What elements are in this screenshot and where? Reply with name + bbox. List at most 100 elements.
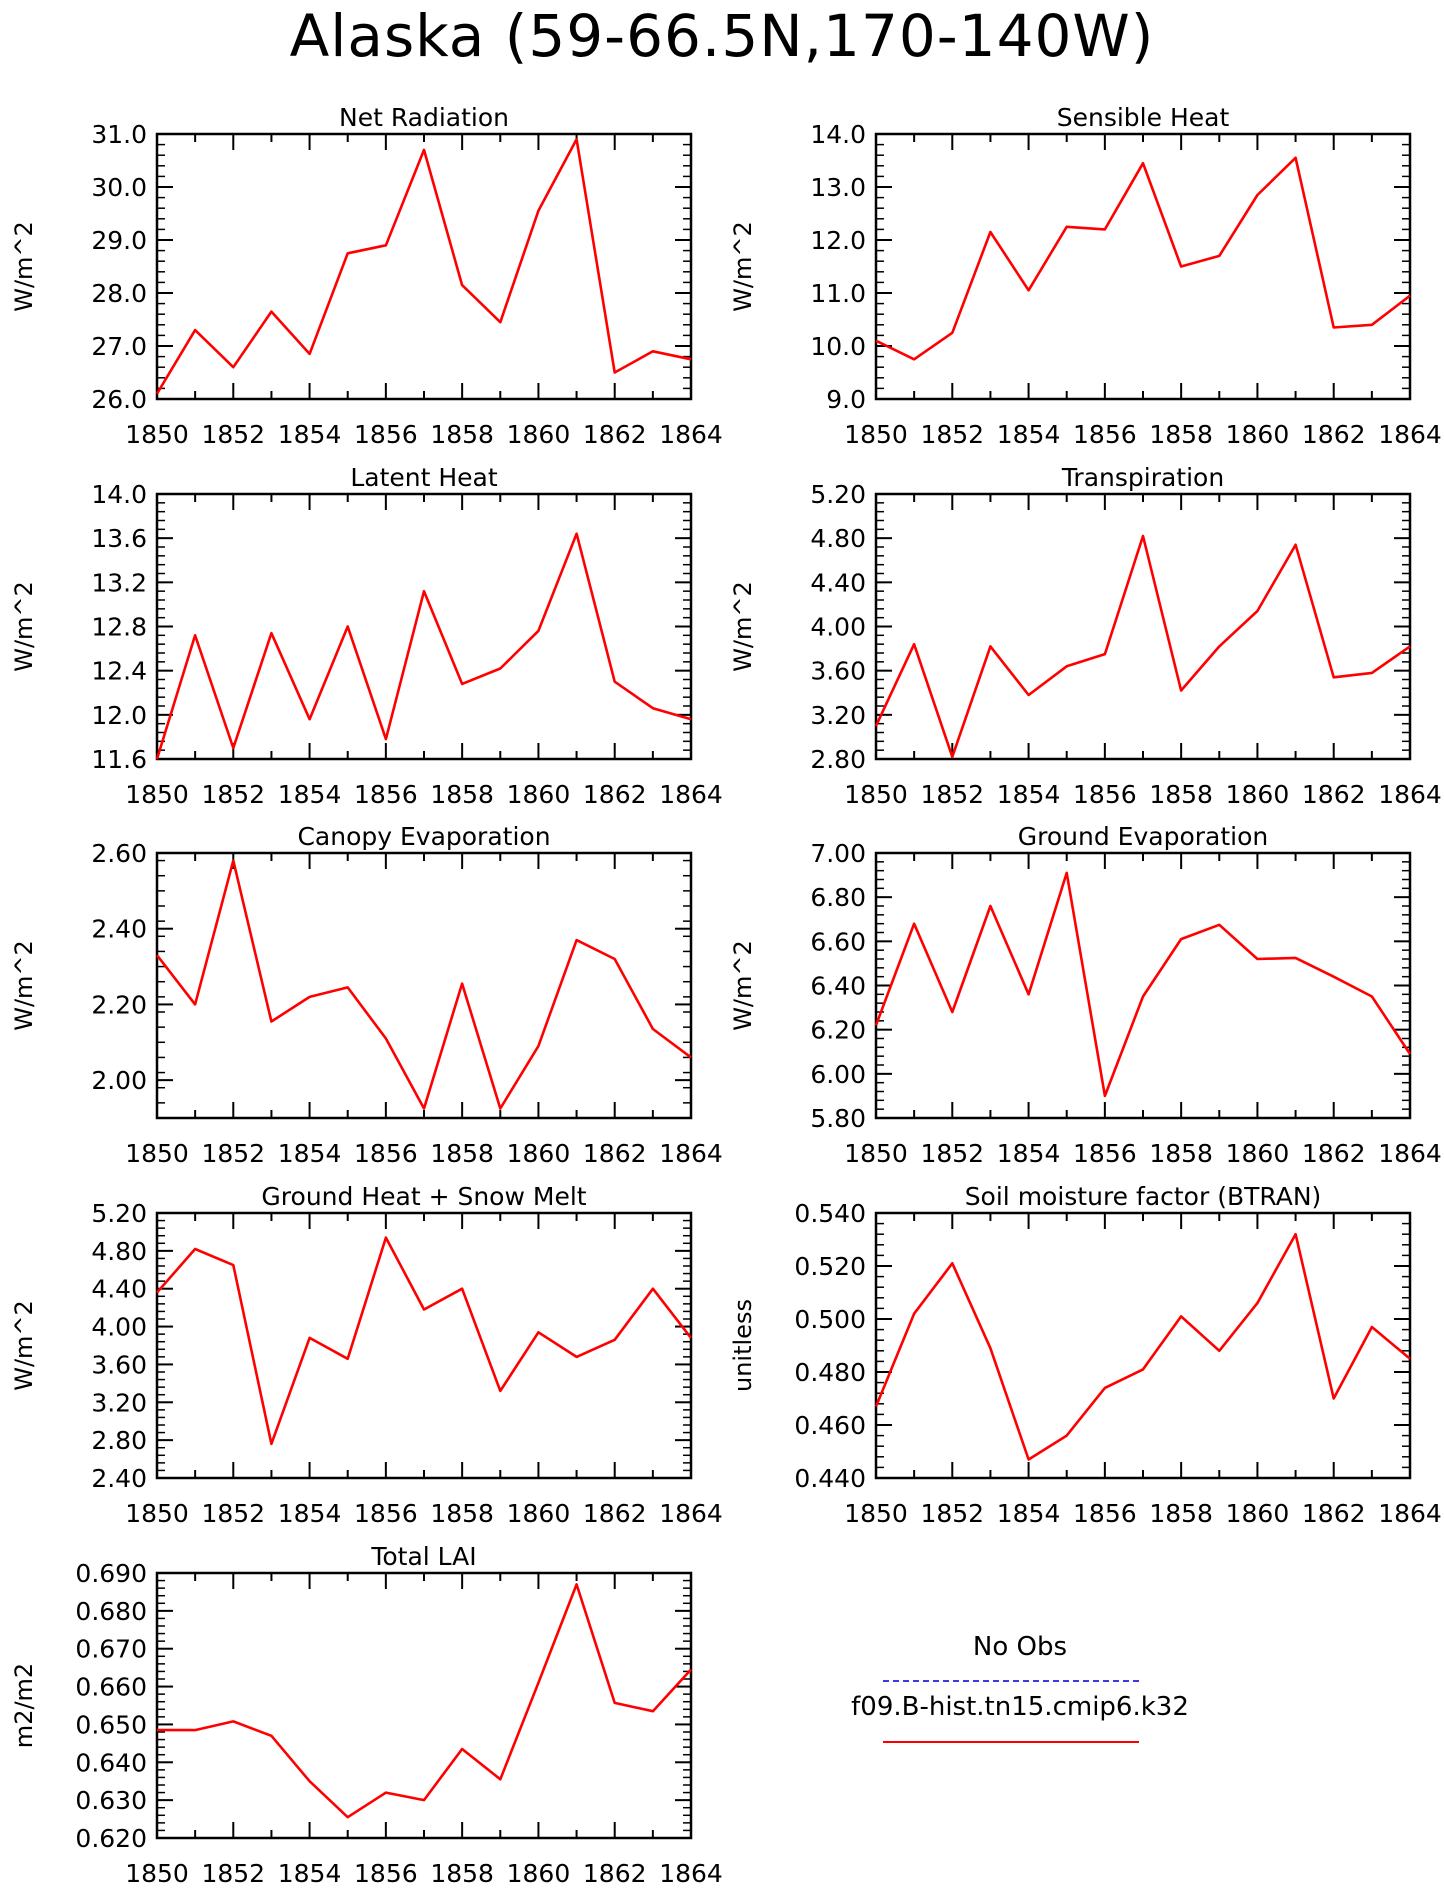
- y-tick-label: 29.0: [91, 226, 147, 255]
- x-tick-label: 1856: [354, 1859, 418, 1888]
- y-tick-label: 11.6: [91, 745, 147, 774]
- chart-panel: Canopy Evaporation W/m^2 1850 1852 1854 1856 1…: [10, 822, 723, 1168]
- x-tick-label: 1860: [507, 1499, 571, 1528]
- x-tick-label: 1858: [430, 1859, 494, 1888]
- x-tick-label: 1864: [1378, 1499, 1442, 1528]
- y-tick-label: 11.0: [810, 279, 866, 308]
- chart-panel: Ground Heat + Snow Melt W/m^2 1850 1852 1854…: [10, 1182, 723, 1528]
- y-axis-label: W/m^2: [10, 581, 38, 672]
- x-tick-label: 1858: [1149, 780, 1213, 809]
- y-tick-label: 13.0: [810, 173, 866, 202]
- y-tick-label: 3.20: [91, 1388, 147, 1417]
- x-tick-label: 1864: [659, 1499, 723, 1528]
- y-tick-label: 28.0: [91, 279, 147, 308]
- x-tick-label: 1852: [920, 1499, 984, 1528]
- x-tick-label: 1854: [997, 420, 1061, 449]
- y-tick-label: 4.80: [91, 1237, 147, 1266]
- y-tick-label: 4.00: [91, 1313, 147, 1342]
- y-tick-label: 3.60: [810, 657, 866, 686]
- x-tick-label: 1852: [201, 1499, 265, 1528]
- y-axis-label: W/m^2: [10, 1300, 38, 1391]
- y-tick-label: 3.60: [91, 1350, 147, 1379]
- x-tick-label: 1860: [1226, 1139, 1290, 1168]
- plot-frame: [874, 132, 1412, 401]
- y-tick-label: 13.2: [91, 568, 147, 597]
- x-tick-label: 1852: [201, 1859, 265, 1888]
- chart-title: Total LAI: [370, 1542, 476, 1571]
- x-tick-label: 1856: [1073, 780, 1137, 809]
- y-tick-label: 6.80: [810, 883, 866, 912]
- y-tick-label: 0.690: [75, 1559, 147, 1588]
- x-tick-label: 1858: [1149, 1499, 1213, 1528]
- x-tick-label: 1856: [1073, 1139, 1137, 1168]
- y-tick-label: 6.00: [810, 1060, 866, 1089]
- y-axis-label: W/m^2: [729, 221, 757, 312]
- y-tick-label: 2.80: [91, 1426, 147, 1455]
- series-line: [874, 1232, 1411, 1461]
- x-tick-label: 1850: [125, 780, 189, 809]
- x-tick-label: 1850: [844, 1139, 908, 1168]
- y-tick-label: 4.80: [810, 524, 866, 553]
- x-tick-label: 1864: [659, 420, 723, 449]
- series-line: [157, 1583, 692, 1819]
- plot-frame: [155, 132, 693, 401]
- x-tick-label: 1862: [1302, 1499, 1366, 1528]
- plot-frame: [155, 1211, 693, 1480]
- x-tick-label: 1860: [507, 780, 571, 809]
- chart-title: Canopy Evaporation: [297, 822, 550, 851]
- y-tick-label: 2.60: [91, 839, 147, 868]
- x-tick-label: 1856: [354, 1139, 418, 1168]
- x-tick-label: 1856: [1073, 1499, 1137, 1528]
- y-tick-label: 0.540: [794, 1199, 866, 1228]
- y-tick-label: 13.6: [91, 524, 147, 553]
- chart-panel: Soil moisture factor (BTRAN) unitless 1850…: [729, 1182, 1442, 1528]
- series-line: [155, 532, 692, 760]
- x-tick-label: 1864: [1378, 420, 1442, 449]
- x-tick-label: 1860: [507, 1859, 571, 1888]
- y-axis-label: unitless: [729, 1299, 757, 1392]
- x-tick-label: 1852: [920, 780, 984, 809]
- x-tick-label: 1854: [278, 420, 342, 449]
- x-tick-label: 1862: [1302, 420, 1366, 449]
- x-tick-label: 1852: [201, 780, 265, 809]
- x-tick-label: 1858: [430, 1499, 494, 1528]
- x-tick-label: 1860: [507, 1139, 571, 1168]
- y-tick-label: 0.620: [75, 1824, 147, 1853]
- chart-panel: Transpiration W/m^2 1850 1852 1854 1856 1858 18…: [729, 463, 1442, 809]
- chart-panel: Net Radiation W/m^2 1850 1852 1854 1856 1858 18…: [10, 103, 723, 449]
- y-tick-label: 6.60: [810, 927, 866, 956]
- x-tick-label: 1850: [844, 420, 908, 449]
- x-tick-label: 1850: [125, 1499, 189, 1528]
- y-tick-label: 0.440: [794, 1464, 866, 1493]
- y-tick-label: 0.680: [75, 1597, 147, 1626]
- x-tick-label: 1860: [1226, 420, 1290, 449]
- y-tick-label: 0.480: [794, 1358, 866, 1387]
- y-tick-label: 0.630: [75, 1786, 147, 1815]
- plot-frame: [874, 492, 1412, 761]
- x-tick-label: 1858: [1149, 1139, 1213, 1168]
- x-tick-label: 1864: [659, 780, 723, 809]
- chart-title: Soil moisture factor (BTRAN): [965, 1182, 1322, 1211]
- x-tick-label: 1860: [507, 420, 571, 449]
- x-tick-label: 1858: [430, 1139, 494, 1168]
- y-axis-label: m2/m2: [10, 1663, 38, 1748]
- x-tick-label: 1858: [430, 780, 494, 809]
- y-tick-label: 0.660: [75, 1673, 147, 1702]
- x-tick-label: 1852: [920, 1139, 984, 1168]
- x-tick-label: 1862: [583, 1139, 647, 1168]
- plot-frame: [874, 1211, 1412, 1480]
- series-line: [155, 859, 692, 1110]
- chart-title: Ground Evaporation: [1018, 822, 1268, 851]
- chart-panel: Ground Evaporation W/m^2 1850 1852 1854 1856 1…: [729, 822, 1442, 1168]
- y-tick-label: 2.40: [91, 915, 147, 944]
- y-tick-label: 4.40: [91, 1275, 147, 1304]
- x-tick-label: 1856: [354, 780, 418, 809]
- y-tick-label: 14.0: [810, 120, 866, 149]
- series-line: [156, 1236, 693, 1446]
- x-tick-label: 1850: [125, 1859, 189, 1888]
- series-line: [874, 871, 1412, 1098]
- y-tick-label: 12.4: [91, 657, 147, 686]
- y-tick-label: 0.640: [75, 1748, 147, 1777]
- x-tick-label: 1854: [278, 780, 342, 809]
